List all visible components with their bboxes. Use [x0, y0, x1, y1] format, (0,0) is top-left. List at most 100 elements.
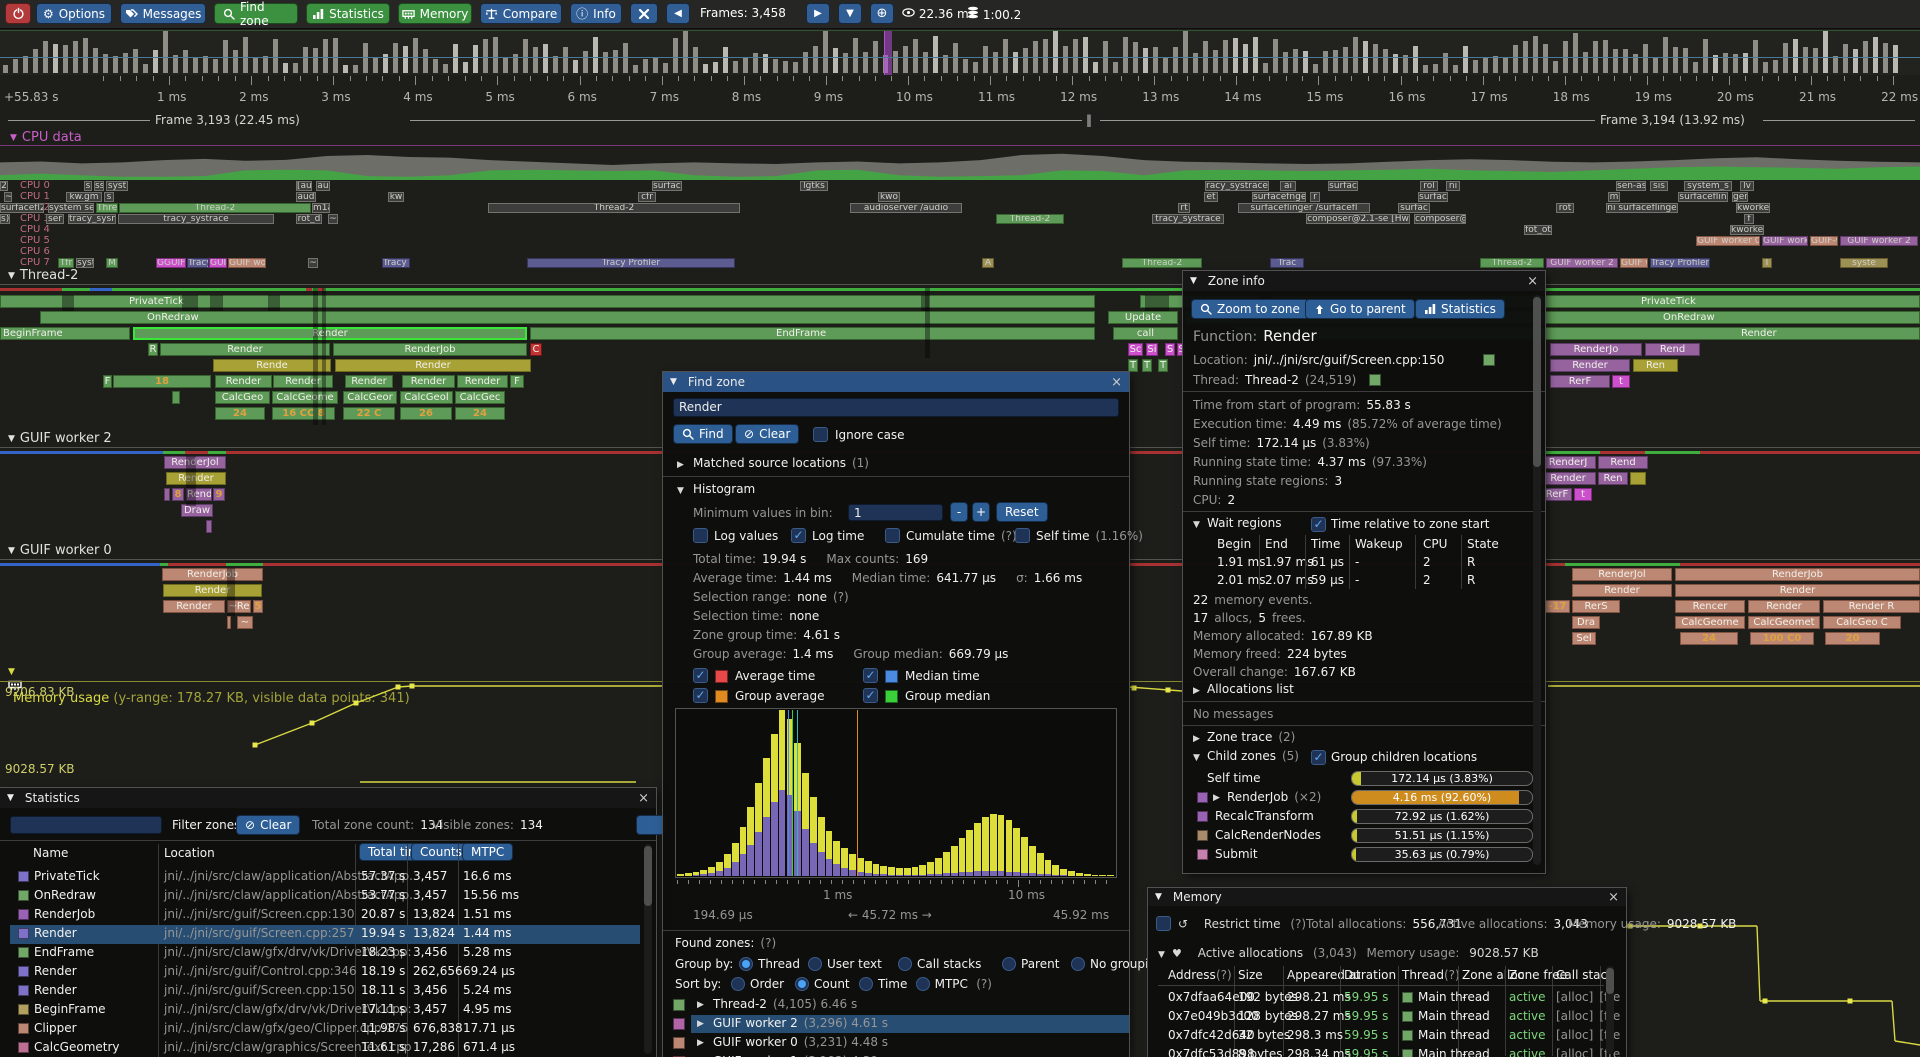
timeline-zone[interactable]: 100 C0	[1750, 632, 1814, 645]
cpu-zone[interactable]: GUIF-w	[1810, 236, 1838, 246]
thread-header-guif-worker-0[interactable]: ▼ GUIF worker 0	[8, 543, 112, 558]
expand-icon[interactable]: ▶	[697, 1000, 704, 1010]
cpu-zone[interactable]: GUIF worker 2	[1840, 236, 1918, 246]
close-icon[interactable]: ×	[1608, 889, 1619, 905]
timeline-zone[interactable]: 16 CC 8	[272, 407, 335, 420]
cpu-zone[interactable]: tracy_systrace	[1152, 214, 1224, 224]
toolbar-memory-button[interactable]: Memory	[398, 3, 472, 24]
cpu-zone[interactable]: s	[104, 192, 114, 202]
cpu-zone[interactable]: Trac	[1270, 258, 1304, 268]
timeline-zone[interactable]: Render	[163, 584, 262, 597]
cpu-zone[interactable]: Thread-2	[1480, 258, 1544, 268]
radio-button[interactable]	[898, 957, 912, 971]
cpu-zone[interactable]: Tracy Profiler	[1650, 258, 1710, 268]
cpu-zone[interactable]: Tfr	[58, 258, 74, 268]
allocations-expand[interactable]: ▶	[1193, 686, 1200, 696]
timeline-zone[interactable]: ~Re	[227, 600, 251, 613]
thread-header-thread-2[interactable]: ▼ Thread-2	[8, 268, 79, 283]
toolbar-compare-button[interactable]: Compare	[480, 3, 562, 24]
option-checkbox-cumulate-time[interactable]	[885, 528, 900, 543]
time-relative-checkbox[interactable]: ✓	[1311, 517, 1326, 532]
zone-filter-input[interactable]	[10, 816, 162, 834]
cpu-zone[interactable]: ser	[46, 214, 64, 224]
cpu-zone[interactable]: ni surfaceflinge	[1606, 203, 1678, 213]
cpu-zone[interactable]: [au	[296, 181, 312, 191]
cpu-data-header[interactable]: ▼ CPU data	[10, 130, 82, 145]
toolbar-messages-button[interactable]: Messages	[120, 3, 206, 24]
timeline-zone[interactable]: Rencer	[1675, 600, 1745, 613]
cpu-zone[interactable]: kwo	[878, 192, 900, 202]
cpu-zone[interactable]: GUIF work	[1762, 236, 1808, 246]
cpu-zone[interactable]: kw.gm	[66, 192, 102, 202]
timeline-zone[interactable]: RenderJ	[1540, 456, 1596, 469]
cpu-zone[interactable]: GUIF worker 0	[1696, 236, 1760, 246]
collapse-icon[interactable]: ▼	[1155, 892, 1162, 902]
find-zone-histogram[interactable]	[675, 708, 1117, 878]
timeline-zone[interactable]: C	[530, 343, 542, 356]
cpu-zone[interactable]: fot_ot	[1524, 225, 1552, 235]
radio-button[interactable]	[795, 977, 809, 991]
close-icon[interactable]: ×	[638, 790, 649, 806]
timeline-zone[interactable]: RenderJol	[1572, 568, 1672, 581]
selected-group-row[interactable]	[691, 1015, 1129, 1033]
cpu-zone[interactable]: composer@2.1-se [Hw	[1306, 214, 1410, 224]
timeline-zone[interactable]: Render	[166, 472, 226, 485]
cpu-zone[interactable]: aud	[296, 192, 316, 202]
toolbar-frame-down-button[interactable]: ▼	[838, 3, 862, 24]
timeline-zone[interactable]	[206, 520, 212, 533]
timeline-zone[interactable]: T	[1142, 359, 1152, 372]
cpu-zone[interactable]: Thread-2	[1122, 258, 1202, 268]
cpu-zone[interactable]: I	[1762, 258, 1772, 268]
timeline-zone[interactable]: F	[103, 375, 112, 388]
timeline-zone[interactable]: Render R	[1823, 600, 1920, 613]
cpu-zone[interactable]: surfacefl2g	[0, 203, 44, 213]
zone-info-panel-titlebar[interactable]: ▼ Zone info ×	[1183, 271, 1545, 291]
find-button[interactable]: Find	[673, 424, 733, 444]
expand-icon[interactable]: ▶	[1213, 793, 1220, 803]
timeline-zone[interactable]: Ren	[1598, 472, 1628, 485]
find-zone-panel-titlebar[interactable]: ▼ Find zone ×	[663, 372, 1129, 392]
timeline-zone[interactable]: Rend	[186, 488, 212, 501]
timeline-zone[interactable]: S	[1165, 343, 1175, 356]
timeline-zone[interactable]: 18	[113, 375, 211, 388]
collapse-icon[interactable]: ▼	[1190, 276, 1197, 286]
timeline-zone[interactable]: 5	[253, 600, 263, 613]
timeline-zone[interactable]: RenderJob	[333, 343, 527, 356]
timeline-zone[interactable]: CalcGeome	[272, 391, 338, 404]
cpu-zone[interactable]: surfaceflinger /surfacefl	[1238, 203, 1370, 213]
cpu-zone[interactable]: system se	[48, 203, 94, 213]
timeline-zone[interactable]: Rend	[1645, 343, 1700, 356]
cpu-zone[interactable]: GUIF worker 2	[1546, 258, 1618, 268]
cpu-zone[interactable]: tracy_systrace	[118, 214, 274, 224]
zone-search-input[interactable]: Render	[673, 398, 1119, 417]
timeline-zone[interactable]: Render	[335, 359, 531, 372]
histogram-expand[interactable]: ▼	[677, 486, 684, 496]
radio-button[interactable]	[731, 977, 745, 991]
timeline-zone[interactable]: 22 C	[343, 407, 395, 420]
expand-icon[interactable]: ▶	[697, 1019, 704, 1029]
timeline-zone[interactable]: CalcGeor	[343, 391, 397, 404]
cpu-zone[interactable]: GUI	[209, 258, 227, 268]
timeline-zone[interactable]: CalcGeomet	[1748, 616, 1820, 629]
timeline-zone[interactable]	[164, 488, 170, 501]
cpu-zone[interactable]: audioserver /audio	[850, 203, 962, 213]
timeline-zone[interactable]: 24	[1680, 632, 1738, 645]
cpu-zone[interactable]: s)	[0, 214, 10, 224]
timeline-zone[interactable]: Update	[1108, 311, 1178, 324]
cpu-zone[interactable]: ni	[1446, 181, 1460, 191]
cpu-zone[interactable]: ss	[94, 181, 104, 191]
series-checkbox[interactable]: ✓	[863, 668, 878, 683]
timeline-zone[interactable]: 20	[1825, 632, 1880, 645]
toolbar-next-frame-button[interactable]: ▶	[806, 3, 830, 24]
cpu-zone[interactable]: Thre	[96, 203, 118, 213]
cpu-zone[interactable]: system_s	[1684, 181, 1732, 191]
cpu-zone[interactable]: s	[84, 181, 92, 191]
cpu-zone[interactable]: r	[1310, 192, 1320, 202]
collapse-icon[interactable]: ▼	[670, 377, 677, 387]
timeline-zone[interactable]	[1630, 472, 1646, 485]
cpu-zone[interactable]: ~	[4, 192, 12, 202]
timeline-zone[interactable]: Render	[402, 375, 455, 388]
radio-button[interactable]	[1071, 957, 1085, 971]
timeline-zone[interactable]: EndFrame	[530, 327, 1095, 340]
cpu-zone[interactable]: A	[982, 258, 994, 268]
